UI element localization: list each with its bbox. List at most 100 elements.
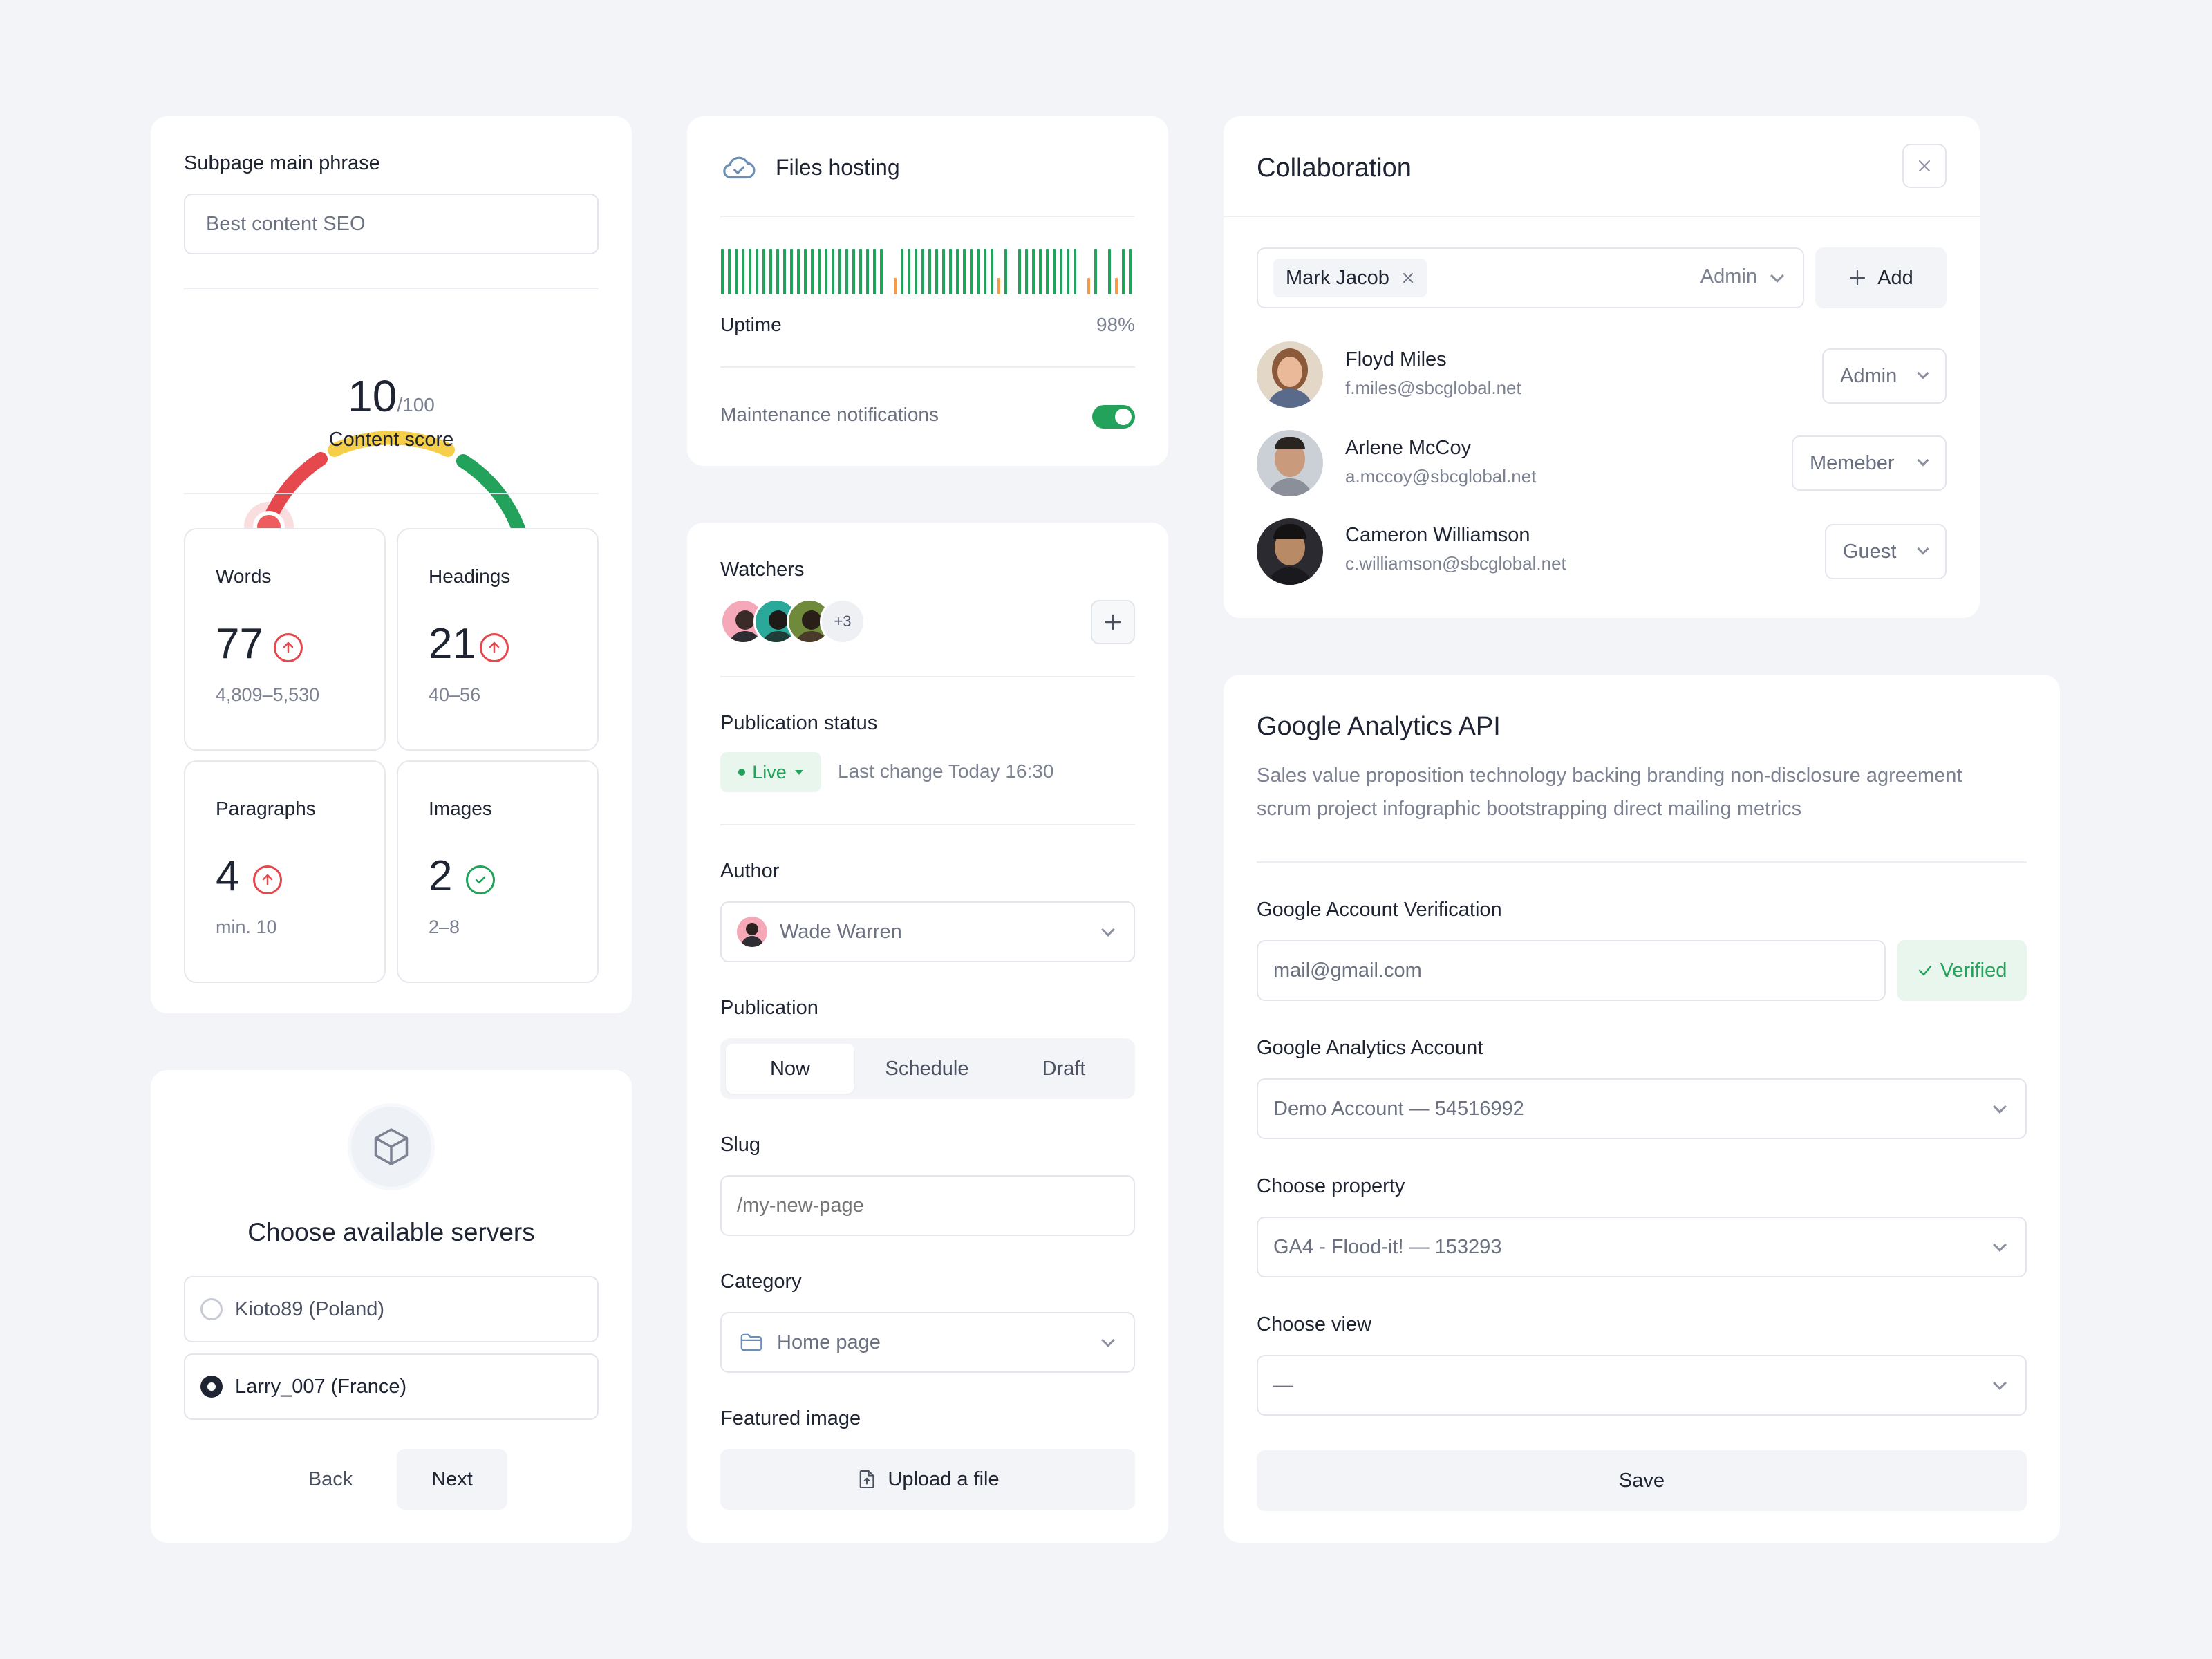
- score-label: Content score: [328, 429, 454, 451]
- phrase-input[interactable]: Best content SEO: [184, 194, 599, 254]
- stat-range: 4,809–5,530: [216, 684, 320, 705]
- uptime-bar: [970, 249, 973, 294]
- maintenance-toggle[interactable]: [1092, 405, 1135, 429]
- uptime-bar: [1074, 249, 1076, 294]
- member-role-select[interactable]: Admin: [1822, 348, 1947, 404]
- slug-input[interactable]: [720, 1175, 1135, 1236]
- uptime-bar: [811, 249, 814, 294]
- uptime-bar: [756, 249, 758, 294]
- radio-checked[interactable]: [200, 1376, 223, 1398]
- server-option-larry007[interactable]: Larry_007 (France): [184, 1353, 599, 1420]
- score-max: /100: [397, 394, 435, 415]
- uptime-bar: [797, 249, 800, 294]
- uptime-bar: [935, 249, 938, 294]
- file-upload-icon: [860, 1470, 874, 1488]
- member-role-select[interactable]: Memeber: [1792, 435, 1947, 491]
- uptime-bar: [728, 249, 731, 294]
- server-option-kioto89[interactable]: Kioto89 (Poland): [184, 1276, 599, 1342]
- account-select[interactable]: Demo Account — 54516992: [1257, 1078, 2027, 1139]
- close-button[interactable]: [1902, 144, 1947, 188]
- category-select[interactable]: Home page: [720, 1312, 1135, 1373]
- uptime-bar: [873, 249, 876, 294]
- stat-label: Paragraphs: [216, 798, 316, 819]
- uptime-bar: [977, 249, 980, 294]
- arrow-up-circle-icon: [480, 633, 509, 662]
- member-role-select[interactable]: Guest: [1825, 524, 1947, 579]
- author-label: Author: [720, 860, 780, 882]
- role-value: Memeber: [1810, 451, 1895, 474]
- back-button[interactable]: Back: [308, 1468, 353, 1490]
- divider: [1224, 216, 1980, 217]
- view-select[interactable]: —: [1257, 1355, 2027, 1416]
- ga-description-line2: scrum project infographic bootstrapping …: [1257, 798, 1802, 820]
- uptime-label: Uptime: [720, 314, 782, 335]
- uptime-bar: [984, 249, 986, 294]
- member-name: Cameron Williamson: [1345, 524, 1530, 546]
- add-watcher-button[interactable]: [1091, 600, 1135, 644]
- category-value: Home page: [777, 1331, 881, 1353]
- maintenance-label: Maintenance notifications: [720, 404, 939, 425]
- email-value: mail@gmail.com: [1273, 959, 1422, 982]
- tab-schedule[interactable]: Schedule: [885, 1057, 969, 1080]
- property-select[interactable]: GA4 - Flood-it! — 153293: [1257, 1217, 2027, 1277]
- role-value: Guest: [1843, 540, 1897, 563]
- avatar: [1257, 518, 1323, 585]
- member-email: a.mccoy@sbcglobal.net: [1345, 466, 1537, 487]
- upload-file-button[interactable]: Upload a file: [720, 1449, 1135, 1510]
- uptime-bar: [845, 249, 848, 294]
- seo-card: Subpage main phrase Best content SEO 10/…: [151, 116, 632, 1013]
- divider: [720, 676, 1135, 677]
- uptime-value: 98%: [1096, 314, 1135, 335]
- uptime-bar-warning: [894, 278, 897, 294]
- stat-label: Headings: [429, 565, 511, 587]
- stat-paragraphs: Paragraphs 4 min. 10: [184, 760, 386, 983]
- tab-now[interactable]: Now: [726, 1044, 854, 1094]
- stat-value: 4: [216, 852, 240, 900]
- uptime-bar: [859, 249, 862, 294]
- close-icon: [1919, 160, 1930, 171]
- uptime-bar: [804, 249, 807, 294]
- next-button[interactable]: Next: [397, 1449, 507, 1510]
- divider: [184, 288, 599, 289]
- watchers-more-badge[interactable]: +3: [820, 599, 865, 644]
- watcher-avatar[interactable]: [787, 599, 832, 644]
- uptime-bar: [1046, 249, 1049, 294]
- stat-images: Images 2 2–8: [397, 760, 599, 983]
- chevron-down-icon: [1101, 1333, 1115, 1347]
- status-badge[interactable]: Live: [720, 752, 821, 792]
- author-select[interactable]: Wade Warren: [720, 901, 1135, 962]
- uptime-bar: [915, 249, 917, 294]
- uptime-bar: [783, 249, 786, 294]
- caret-down-icon: [794, 769, 803, 775]
- server-option-label: Kioto89 (Poland): [235, 1297, 385, 1320]
- uptime-bar: [1032, 249, 1035, 294]
- uptime-bar: [1053, 249, 1056, 294]
- verify-label: Google Account Verification: [1257, 899, 1502, 921]
- invite-chip[interactable]: Mark Jacob: [1273, 259, 1427, 297]
- invite-input[interactable]: Mark Jacob Admin: [1257, 247, 1804, 308]
- email-field[interactable]: mail@gmail.com: [1257, 940, 1886, 1001]
- uptime-bar: [852, 249, 855, 294]
- servers-title: Choose available servers: [247, 1218, 535, 1246]
- uptime-bar: [1067, 249, 1069, 294]
- save-button[interactable]: Save: [1257, 1450, 2027, 1511]
- uptime-bar: [1039, 249, 1042, 294]
- radio-unchecked[interactable]: [200, 1298, 223, 1320]
- tab-draft[interactable]: Draft: [1042, 1057, 1086, 1080]
- uptime-bar: [735, 249, 738, 294]
- stat-label: Images: [429, 798, 492, 819]
- uptime-bar: [928, 249, 931, 294]
- invite-role[interactable]: Admin: [1700, 265, 1757, 288]
- publication-label: Publication: [720, 997, 818, 1019]
- divider: [184, 493, 599, 494]
- uptime-bar: [749, 249, 751, 294]
- property-label: Choose property: [1257, 1175, 1405, 1197]
- uptime-bar: [776, 249, 779, 294]
- stat-value: 2: [429, 852, 453, 900]
- close-icon[interactable]: [1402, 272, 1414, 284]
- add-button[interactable]: Add: [1815, 247, 1947, 308]
- ga-title: Google Analytics API: [1257, 712, 1501, 741]
- uptime-bar: [963, 249, 966, 294]
- uptime-bar: [901, 249, 903, 294]
- stat-label: Words: [216, 565, 272, 587]
